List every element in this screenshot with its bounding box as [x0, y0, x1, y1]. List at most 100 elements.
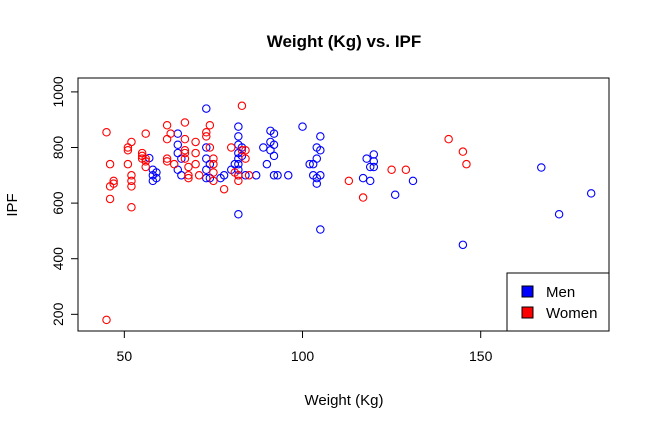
data-point	[173, 129, 183, 138]
legend: Men Women	[506, 272, 610, 332]
data-point	[241, 154, 250, 163]
data-point	[127, 171, 136, 180]
data-point	[305, 159, 314, 169]
data-point	[234, 176, 243, 186]
data-point	[219, 171, 229, 180]
data-point	[123, 159, 133, 169]
data-point	[369, 157, 379, 166]
data-point	[269, 171, 279, 180]
y-tick-label: 1000	[50, 76, 66, 107]
data-point	[219, 184, 229, 194]
data-point	[369, 162, 379, 172]
data-point	[127, 176, 136, 186]
data-point	[209, 159, 218, 169]
data-point	[369, 150, 379, 159]
data-point	[234, 132, 243, 141]
data-point	[312, 154, 322, 163]
data-point	[209, 168, 218, 177]
data-point	[202, 104, 211, 113]
x-tick-label: 150	[469, 348, 493, 364]
data-point	[191, 137, 200, 147]
data-point	[408, 176, 418, 186]
y-axis-label: IPF	[4, 193, 21, 216]
data-point	[141, 162, 150, 172]
legend-swatch-women	[521, 306, 534, 319]
data-point	[269, 129, 279, 138]
data-point	[586, 189, 596, 198]
x-axis-label: Weight (Kg)	[305, 392, 384, 409]
data-point	[109, 179, 118, 188]
data-point	[401, 165, 411, 174]
data-point	[209, 154, 218, 163]
data-point	[458, 147, 468, 156]
data-point	[273, 171, 282, 180]
data-point	[237, 101, 247, 111]
data-point	[184, 173, 193, 183]
data-point	[202, 173, 211, 183]
data-point	[180, 118, 190, 127]
data-point	[202, 154, 211, 163]
x-axis: 50 100 150	[117, 330, 493, 364]
data-point	[205, 143, 215, 152]
data-point	[152, 168, 161, 177]
data-point	[180, 134, 190, 144]
data-point	[312, 179, 322, 188]
data-points	[102, 101, 596, 325]
data-point	[162, 154, 172, 163]
data-point	[262, 159, 272, 169]
data-point	[184, 171, 193, 180]
data-point	[162, 157, 172, 166]
data-point	[209, 176, 218, 186]
data-point	[387, 165, 396, 174]
data-point	[127, 203, 136, 212]
data-point	[177, 171, 186, 180]
data-point	[109, 176, 118, 186]
data-point	[344, 176, 354, 186]
data-point	[180, 154, 190, 163]
series-women	[102, 101, 471, 325]
data-point	[444, 134, 453, 144]
data-point	[184, 162, 193, 172]
data-point	[202, 165, 211, 174]
data-point	[152, 173, 161, 183]
data-point	[390, 190, 400, 200]
y-axis: 200 400 600 800 1000	[50, 76, 79, 326]
data-point	[141, 157, 150, 166]
data-point	[316, 146, 325, 155]
data-point	[173, 148, 183, 158]
legend-label-women: Women	[546, 305, 597, 322]
data-point	[237, 146, 247, 155]
data-point	[123, 146, 133, 155]
data-point	[194, 171, 204, 180]
data-point	[241, 146, 250, 155]
data-point	[162, 121, 172, 130]
data-point	[234, 209, 243, 219]
data-point	[141, 154, 150, 163]
data-point	[202, 143, 211, 152]
data-point	[226, 143, 236, 152]
data-point	[316, 171, 325, 180]
data-point	[191, 159, 200, 169]
data-point	[173, 140, 183, 149]
data-point	[234, 159, 243, 169]
data-point	[191, 148, 200, 158]
data-point	[362, 154, 371, 163]
data-point	[358, 173, 368, 183]
data-point	[205, 121, 215, 130]
data-point	[284, 171, 293, 180]
chart-title: Weight (Kg) vs. IPF	[267, 32, 422, 51]
data-point	[266, 146, 275, 155]
data-point	[127, 137, 136, 147]
data-point	[244, 171, 254, 180]
data-point	[169, 159, 179, 169]
data-point	[162, 134, 172, 144]
data-point	[298, 122, 307, 131]
data-point	[458, 240, 468, 250]
data-point	[173, 165, 183, 174]
legend-box	[506, 272, 610, 332]
data-point	[202, 127, 211, 137]
data-point	[259, 143, 268, 152]
data-point	[166, 129, 175, 138]
data-point	[105, 159, 115, 169]
